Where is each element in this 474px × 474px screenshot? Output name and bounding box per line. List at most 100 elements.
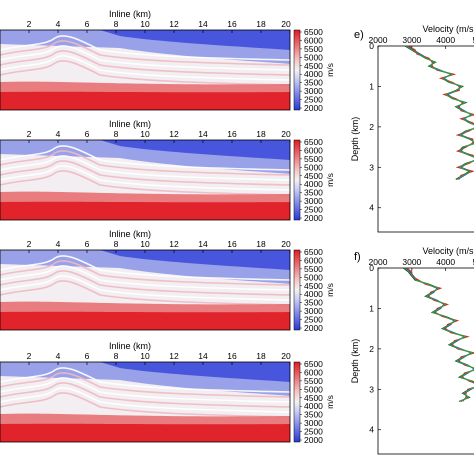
heatmap-image xyxy=(0,140,290,220)
colorbar xyxy=(293,249,301,331)
reflector-stripe xyxy=(0,260,290,286)
x-tick-label: 8 xyxy=(114,19,119,29)
reflector-stripe xyxy=(0,275,290,301)
y-tick-label: 0 xyxy=(369,41,374,51)
x-axis-label: Inline (km) xyxy=(109,119,151,129)
colorbar-tick-label: 4500 xyxy=(304,171,323,181)
colorbar-tick-label: 3500 xyxy=(304,188,323,198)
reflector-stripe xyxy=(0,160,290,186)
colorbar-tick-label: 3000 xyxy=(304,418,323,428)
basement-layer xyxy=(0,311,290,330)
x-tick-label: 4000 xyxy=(436,257,455,267)
x-tick-label: 20 xyxy=(281,19,291,29)
x-tick-label: 12 xyxy=(169,239,179,249)
heatmap-image xyxy=(0,250,290,330)
x-tick-label: 4 xyxy=(56,351,61,361)
x-tick-label: 6 xyxy=(85,129,90,139)
heatmap-panel: 2 4 6 8 10 12 14 16 18 20 Inline (km) 6500600055005… xyxy=(0,9,335,113)
colorbar-tick-label: 6000 xyxy=(304,35,323,45)
colorbar-tick-label: 6500 xyxy=(304,27,323,37)
x-tick-label: 6 xyxy=(85,19,90,29)
colorbar-unit: m/s xyxy=(325,283,335,297)
basement-layer xyxy=(0,91,290,110)
colorbar-tick-label: 6500 xyxy=(304,359,323,369)
colorbar-tick-label: 3000 xyxy=(304,306,323,316)
colorbar-tick-label: 4500 xyxy=(304,61,323,71)
x-tick-label: 18 xyxy=(256,351,266,361)
colorbar-tick-label: 6000 xyxy=(304,255,323,265)
y-tick-label: 0 xyxy=(369,263,374,273)
colorbar-tick-label: 4000 xyxy=(304,69,323,79)
colorbar-tick-label: 5500 xyxy=(304,376,323,386)
x-tick-label: 14 xyxy=(198,19,208,29)
y-tick-label: 4 xyxy=(369,425,374,435)
heatmap-panel: 2 4 6 8 10 12 14 16 18 20 Inline (km) 6500600055005… xyxy=(0,229,335,333)
reflector-stripe xyxy=(0,60,290,86)
colorbar-unit: m/s xyxy=(325,395,335,409)
colorbar-tick-label: 5000 xyxy=(304,162,323,172)
x-tick-label: 16 xyxy=(227,129,237,139)
reflector-stripe xyxy=(0,170,290,196)
colorbar-tick-label: 5500 xyxy=(304,154,323,164)
x-tick-label: 10 xyxy=(140,351,150,361)
panel-label: e) xyxy=(354,29,364,41)
x-axis-label: Velocity (m/s xyxy=(422,246,474,256)
colorbar-tick-label: 5000 xyxy=(304,272,323,282)
top-layer xyxy=(100,250,290,270)
y-tick-label: 1 xyxy=(369,81,374,91)
x-tick-label: 4000 xyxy=(436,35,455,45)
basement-layer xyxy=(0,423,290,442)
colorbar-tick-label: 3500 xyxy=(304,78,323,88)
heatmap-panel: 2 4 6 8 10 12 14 16 18 20 Inline (km) 6500600055005… xyxy=(0,119,335,223)
colorbar-tick-label: 2500 xyxy=(304,427,323,437)
velocity-profile-panel: 2000 3000 4000 500Velocity (m/s 0 1 2 3 4 Depth (… xyxy=(350,246,474,455)
x-tick-label: 12 xyxy=(169,19,179,29)
x-tick-label: 20 xyxy=(281,239,291,249)
y-tick-label: 2 xyxy=(369,122,374,132)
colorbar-tick-label: 3000 xyxy=(304,86,323,96)
top-layer xyxy=(100,30,290,50)
x-tick-label: 18 xyxy=(256,129,266,139)
colorbar-tick-label: 4500 xyxy=(304,393,323,403)
y-tick-label: 4 xyxy=(369,203,374,213)
colorbar-tick-label: 6000 xyxy=(304,367,323,377)
x-tick-label: 2 xyxy=(27,19,32,29)
x-tick-label: 10 xyxy=(140,239,150,249)
reflector-stripe xyxy=(0,377,290,403)
x-tick-label: 8 xyxy=(114,239,119,249)
x-tick-label: 2 xyxy=(27,129,32,139)
reflector-stripe xyxy=(0,382,290,408)
reflector-stripe xyxy=(0,55,290,81)
x-tick-label: 10 xyxy=(140,129,150,139)
x-tick-label: 2 xyxy=(27,239,32,249)
heatmap-image xyxy=(0,362,290,442)
reflector-stripe xyxy=(0,35,290,61)
x-tick-label: 500 xyxy=(472,257,474,267)
x-axis-label: Inline (km) xyxy=(109,229,151,239)
colorbar xyxy=(293,139,301,221)
x-tick-label: 14 xyxy=(198,351,208,361)
x-axis-label: Inline (km) xyxy=(109,9,151,19)
x-tick-label: 3000 xyxy=(402,35,421,45)
reflector-stripe xyxy=(0,280,290,306)
x-tick-label: 4 xyxy=(56,129,61,139)
reflector-stripe xyxy=(0,155,290,181)
x-tick-label: 14 xyxy=(198,239,208,249)
colorbar-tick-label: 2000 xyxy=(304,213,323,223)
colorbar-tick-label: 2000 xyxy=(304,103,323,113)
colorbar-tick-label: 2500 xyxy=(304,315,323,325)
heatmap-panel: 2 4 6 8 10 12 14 16 18 20 Inline (km) 6500600055005… xyxy=(0,341,335,445)
x-tick-label: 16 xyxy=(227,239,237,249)
velocity-profile-panel: 2000 3000 4000 500Velocity (m/s 0 1 2 3 4 Depth (… xyxy=(350,24,474,233)
reflector-stripe xyxy=(0,165,290,191)
colorbar-tick-label: 2500 xyxy=(304,205,323,215)
reflector-stripe xyxy=(0,367,290,393)
reflector-stripe xyxy=(0,45,290,71)
x-tick-label: 14 xyxy=(198,129,208,139)
colorbar-tick-label: 5500 xyxy=(304,264,323,274)
x-tick-label: 2 xyxy=(27,351,32,361)
top-layer xyxy=(100,140,290,160)
y-tick-label: 3 xyxy=(369,384,374,394)
x-tick-label: 10 xyxy=(140,19,150,29)
x-axis-label: Velocity (m/s xyxy=(422,24,474,34)
